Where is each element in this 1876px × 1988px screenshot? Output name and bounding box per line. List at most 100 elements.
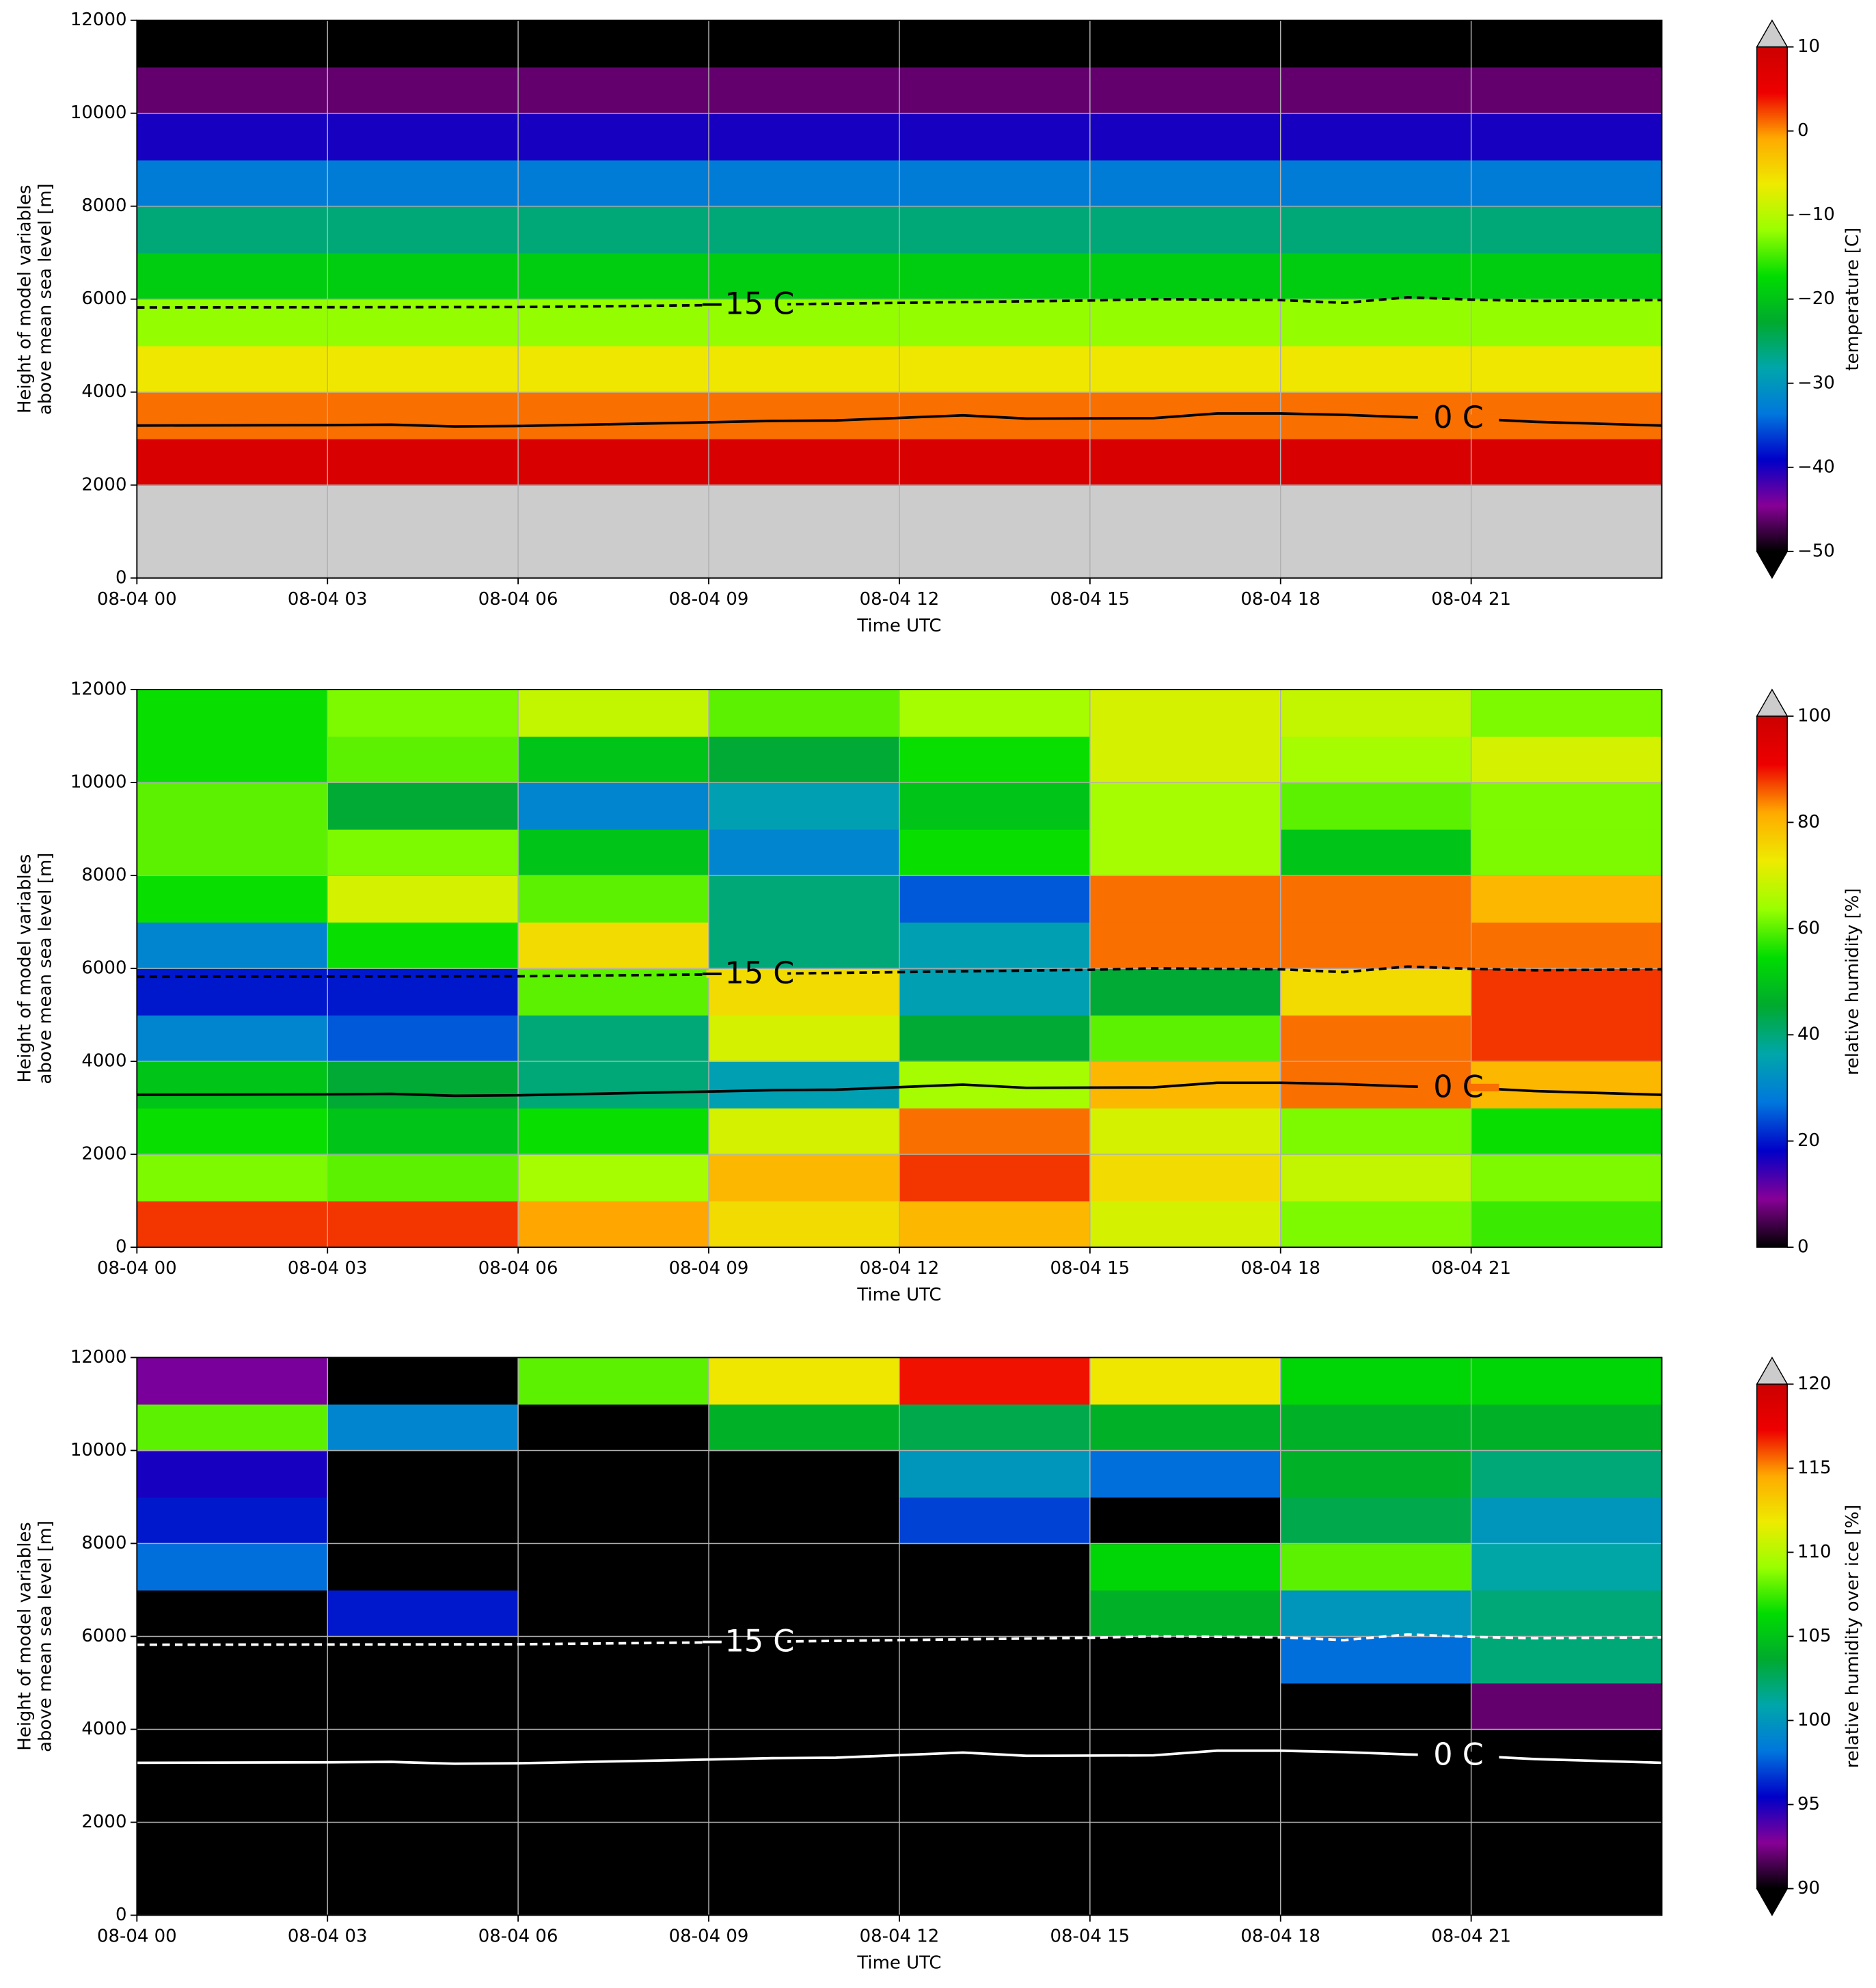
- heatmap-cell: [137, 1497, 329, 1544]
- heatmap-cell: [1280, 438, 1472, 486]
- y-tick-label: 2000: [81, 1144, 126, 1165]
- y-axis-label: above mean sea level [m]: [35, 853, 55, 1085]
- heatmap-cell: [899, 875, 1091, 923]
- y-tick-label: 12000: [70, 679, 127, 699]
- contour-gap: [1417, 1083, 1499, 1091]
- heatmap-cell: [1089, 1015, 1281, 1062]
- heatmap-cell: [1280, 1497, 1472, 1544]
- heatmap-cell: [1089, 159, 1281, 207]
- heatmap-cell: [137, 113, 329, 161]
- heatmap-cell: [1471, 1543, 1663, 1591]
- contour-line: [137, 1633, 1662, 1646]
- heatmap-cell: [518, 1729, 709, 1777]
- colorbar: [1756, 46, 1788, 552]
- heatmap-cell: [137, 1404, 329, 1452]
- heatmap-cell: [1280, 531, 1472, 579]
- heatmap-cell: [327, 1154, 519, 1201]
- contour-label: −15 C: [699, 956, 794, 991]
- heatmap-cell: [899, 922, 1091, 969]
- heatmap-cell: [1089, 1404, 1281, 1452]
- heatmap-cell: [327, 1015, 519, 1062]
- x-axis-label: Time UTC: [856, 1285, 941, 1305]
- y-tick-label: 2000: [81, 474, 126, 495]
- colorbar-label: temperature [C]: [1843, 228, 1863, 371]
- heatmap-cell: [1471, 875, 1663, 923]
- heatmap-cell: [1280, 1590, 1472, 1637]
- heatmap-cell: [1471, 345, 1663, 393]
- heatmap-cell: [518, 20, 709, 68]
- heatmap-cell: [137, 438, 329, 486]
- heatmap-cell: [899, 829, 1091, 876]
- heatmap-cell: [1280, 206, 1472, 254]
- heatmap-cell: [899, 1822, 1091, 1870]
- x-tick-label: 08-04 21: [1431, 589, 1511, 610]
- heatmap-cell: [1471, 829, 1663, 876]
- contour-gap: [706, 301, 788, 309]
- x-tick-label: 08-04 15: [1050, 1926, 1130, 1947]
- heatmap-cell: [327, 1201, 519, 1249]
- heatmap-cell: [1089, 438, 1281, 486]
- heatmap-cell: [327, 1729, 519, 1777]
- colorbar-label: relative humidity [%]: [1843, 888, 1863, 1076]
- heatmap-cell: [1280, 1108, 1472, 1155]
- heatmap-cell: [899, 252, 1091, 300]
- heatmap-cell: [518, 1201, 709, 1249]
- heatmap-cell: [899, 1590, 1091, 1637]
- heatmap-cell: [327, 531, 519, 579]
- heatmap-cell: [1471, 922, 1663, 969]
- heatmap-cell: [1089, 206, 1281, 254]
- heatmap-cell: [1471, 1636, 1663, 1684]
- heatmap-cell: [327, 252, 519, 300]
- contour-gap: [706, 1638, 788, 1646]
- heatmap-cell: [1471, 392, 1663, 439]
- y-tick-label: 0: [115, 1237, 127, 1257]
- y-axis-label: Height of model variables: [15, 1522, 36, 1751]
- heatmap-cell: [709, 438, 900, 486]
- heatmap-cell: [1280, 922, 1472, 969]
- heatmap-cell: [709, 829, 900, 876]
- colorbar-tick-label: 60: [1797, 918, 1820, 938]
- colorbar-extend-max: [1756, 19, 1789, 48]
- y-axis-label: Height of model variables: [15, 185, 36, 413]
- heatmap-cell: [1471, 1015, 1663, 1062]
- heatmap-cell: [137, 1868, 329, 1916]
- heatmap-cell: [327, 1868, 519, 1916]
- x-tick-label: 08-04 03: [288, 1258, 368, 1279]
- heatmap-cell: [137, 875, 329, 923]
- heatmap-cell: [1280, 20, 1472, 68]
- heatmap-cell: [327, 1061, 519, 1108]
- heatmap-cell: [899, 1683, 1091, 1730]
- heatmap-cell: [327, 829, 519, 876]
- heatmap-cell: [1471, 159, 1663, 207]
- heatmap-cell: [1089, 1450, 1281, 1498]
- heatmap-cell: [1471, 299, 1663, 346]
- heatmap-cell: [1089, 345, 1281, 393]
- heatmap-cell: [1280, 1683, 1472, 1730]
- heatmap-cell: [137, 1450, 329, 1498]
- x-axis-label: Time UTC: [856, 1952, 941, 1973]
- heatmap-cell: [1089, 1543, 1281, 1591]
- heatmap-cell: [709, 345, 900, 393]
- heatmap-cell: [327, 1404, 519, 1452]
- x-tick-label: 08-04 21: [1431, 1926, 1511, 1947]
- heatmap-cell: [518, 1404, 709, 1452]
- contour-line: [137, 965, 1662, 979]
- heatmap-cell: [899, 159, 1091, 207]
- heatmap-cell: [899, 968, 1091, 1016]
- heatmap-cell: [709, 875, 900, 923]
- heatmap-cell: [899, 66, 1091, 114]
- heatmap-cell: [709, 1357, 900, 1405]
- heatmap-cell: [1089, 1108, 1281, 1155]
- heatmap-cell: [518, 1357, 709, 1405]
- y-tick-label: 6000: [81, 958, 126, 979]
- colorbar-extend-min: [1756, 1888, 1789, 1917]
- heatmap-cell: [899, 1636, 1091, 1684]
- heatmap-cell: [327, 392, 519, 439]
- heatmap-cell: [1089, 1822, 1281, 1870]
- colorbar-tick-label: 90: [1797, 1878, 1820, 1898]
- heatmap-cell: [1280, 1357, 1472, 1405]
- heatmap-cell: [1089, 1201, 1281, 1249]
- colorbar-tick-label: −50: [1797, 541, 1835, 561]
- heatmap-cell: [327, 345, 519, 393]
- heatmap-cell: [1089, 1636, 1281, 1684]
